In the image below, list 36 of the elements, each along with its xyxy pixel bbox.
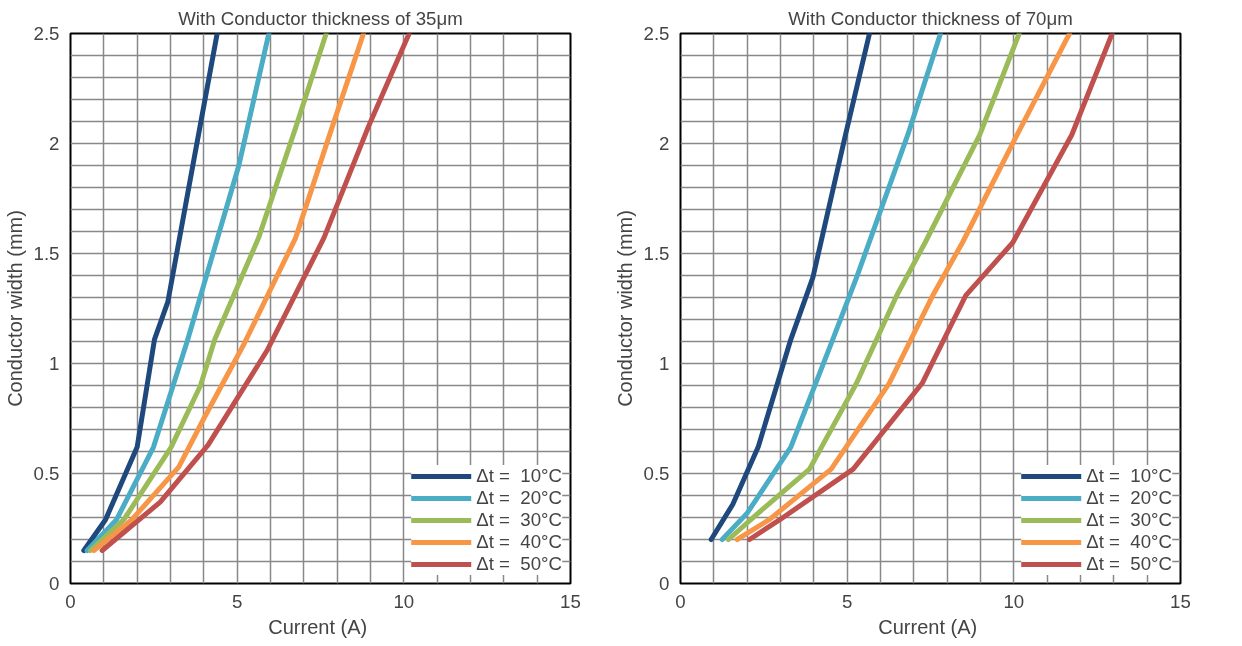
- legend-label: Δt = 50°C: [476, 553, 562, 575]
- chart-title: With Conductor thickness of 35μm: [178, 7, 463, 29]
- y-axis-title: Conductor width (mm): [3, 210, 26, 407]
- legend-label: Δt = 10°C: [476, 465, 562, 487]
- legend-label: Δt = 30°C: [476, 509, 562, 531]
- y-tick-label: 2: [659, 133, 670, 154]
- y-tick-label: 0: [659, 573, 670, 594]
- legend-label: Δt = 30°C: [1086, 509, 1172, 531]
- y-axis-title: Conductor width (mm): [613, 210, 636, 407]
- x-axis-title: Current (A): [878, 615, 978, 638]
- y-tick-label: 2.5: [643, 23, 670, 44]
- legend-label: Δt = 20°C: [1086, 487, 1172, 509]
- y-tick-label: 1: [659, 353, 670, 374]
- legend-label: Δt = 40°C: [476, 531, 562, 553]
- x-tick-label: 0: [65, 590, 76, 612]
- x-tick-label: 15: [1170, 590, 1191, 612]
- x-axis-title: Current (A): [268, 615, 368, 638]
- y-tick-label: 1.5: [643, 243, 670, 264]
- x-tick-label: 15: [560, 590, 581, 612]
- y-tick-label: 0.5: [33, 463, 60, 484]
- x-tick-label: 0: [675, 590, 686, 612]
- y-tick-label: 1: [49, 353, 60, 374]
- x-tick-label: 10: [1003, 590, 1025, 612]
- legend-label: Δt = 40°C: [1086, 531, 1172, 553]
- x-tick-label: 10: [393, 590, 415, 612]
- y-tick-label: 0: [49, 573, 60, 594]
- y-tick-label: 2.5: [33, 23, 60, 44]
- legend-label: Δt = 20°C: [476, 487, 562, 509]
- y-tick-label: 0.5: [643, 463, 670, 484]
- x-tick-label: 5: [841, 590, 853, 612]
- legend-label: Δt = 50°C: [1086, 553, 1172, 575]
- chart-title: With Conductor thickness of 70μm: [788, 7, 1073, 29]
- y-tick-label: 2: [49, 133, 60, 154]
- x-tick-label: 5: [231, 590, 243, 612]
- y-tick-label: 1.5: [33, 243, 60, 264]
- legend-label: Δt = 10°C: [1086, 465, 1172, 487]
